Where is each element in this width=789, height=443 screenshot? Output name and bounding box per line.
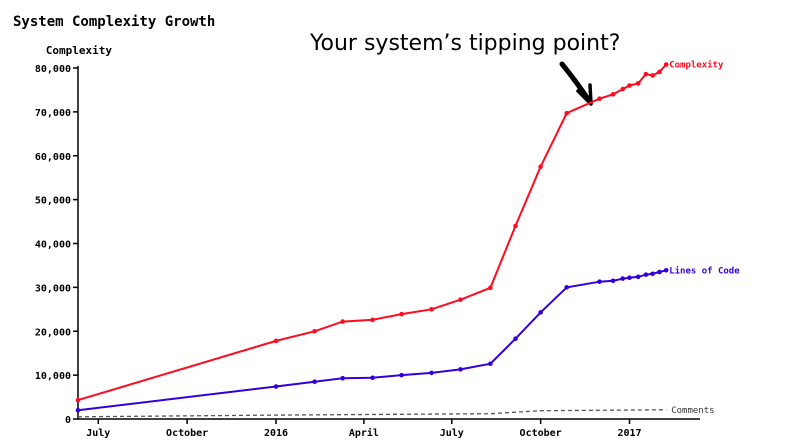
data-point (627, 83, 632, 88)
data-point (340, 375, 345, 381)
series-line-lines-of-code (77, 269, 667, 412)
data-point (370, 317, 375, 323)
data-point (513, 336, 518, 342)
data-point (643, 71, 649, 77)
data-point (340, 319, 345, 324)
series-lines-of-code: Lines of Code (75, 265, 740, 413)
series-layer: Complexity Lines of Code Comments (75, 59, 740, 418)
x-tick-label: April (349, 427, 379, 439)
data-point (513, 223, 518, 229)
series-complexity: Complexity (75, 59, 724, 403)
data-point (564, 285, 570, 290)
data-point (488, 285, 493, 291)
data-point (650, 271, 655, 277)
data-point (564, 110, 570, 116)
data-point (458, 367, 463, 372)
data-point (657, 269, 662, 275)
data-point (597, 96, 602, 102)
data-point (399, 311, 404, 317)
data-point (75, 407, 81, 413)
x-tick-label: July (440, 428, 464, 439)
data-point (635, 81, 641, 86)
axes: 0 10,000 20,000 30,000 40,000 50,000 60,000 70,… (35, 64, 700, 439)
data-point (620, 276, 626, 281)
annotation-arrow-icon (559, 61, 593, 106)
data-point (597, 279, 602, 284)
x-tick-label: October (520, 428, 562, 439)
data-point (627, 275, 632, 281)
series-line-complexity (77, 63, 667, 402)
data-point (429, 307, 434, 312)
data-point (610, 92, 616, 97)
data-point (663, 62, 669, 67)
y-tick-label: 40,000 (35, 240, 71, 251)
tipping-point-annotation: Your system’s tipping point? (309, 31, 620, 56)
data-point (429, 370, 434, 376)
x-tick-label: July (86, 428, 110, 439)
data-point (458, 297, 463, 302)
y-tick-label: 60,000 (35, 152, 71, 163)
series-label-lines-of-code: Lines of Code (669, 265, 740, 276)
data-point (399, 372, 404, 378)
y-tick-label: 30,000 (35, 283, 71, 294)
y-tick-label: 50,000 (35, 196, 71, 207)
chart-title: System Complexity Growth (13, 14, 215, 30)
data-point (650, 73, 655, 78)
series-line-comments (77, 409, 667, 418)
data-point (488, 361, 493, 367)
data-point (620, 86, 626, 92)
series-label-complexity: Complexity (669, 59, 724, 70)
data-point (370, 375, 375, 381)
y-axis-label: Complexity (46, 44, 113, 57)
data-point (538, 310, 543, 315)
series-label-comments: Comments (671, 406, 714, 416)
data-point (663, 267, 669, 273)
series-comments: Comments (77, 406, 715, 418)
data-point (538, 164, 543, 170)
data-point (312, 328, 317, 334)
x-tick-label: October (166, 428, 208, 439)
y-tick-label: 80,000 (35, 64, 71, 75)
data-point (643, 272, 649, 277)
y-tick-label: 70,000 (35, 108, 71, 119)
data-point (657, 69, 662, 75)
data-point (635, 274, 641, 280)
x-tick-label: 2017 (617, 428, 641, 439)
data-point (610, 278, 616, 284)
y-tick-label: 0 (65, 415, 71, 426)
y-tick-label: 10,000 (35, 371, 71, 382)
data-point (273, 338, 279, 344)
data-point (312, 379, 317, 385)
data-point (273, 384, 279, 389)
x-tick-label: 2016 (264, 428, 288, 439)
y-tick-label: 20,000 (35, 327, 71, 338)
data-point (75, 397, 81, 403)
